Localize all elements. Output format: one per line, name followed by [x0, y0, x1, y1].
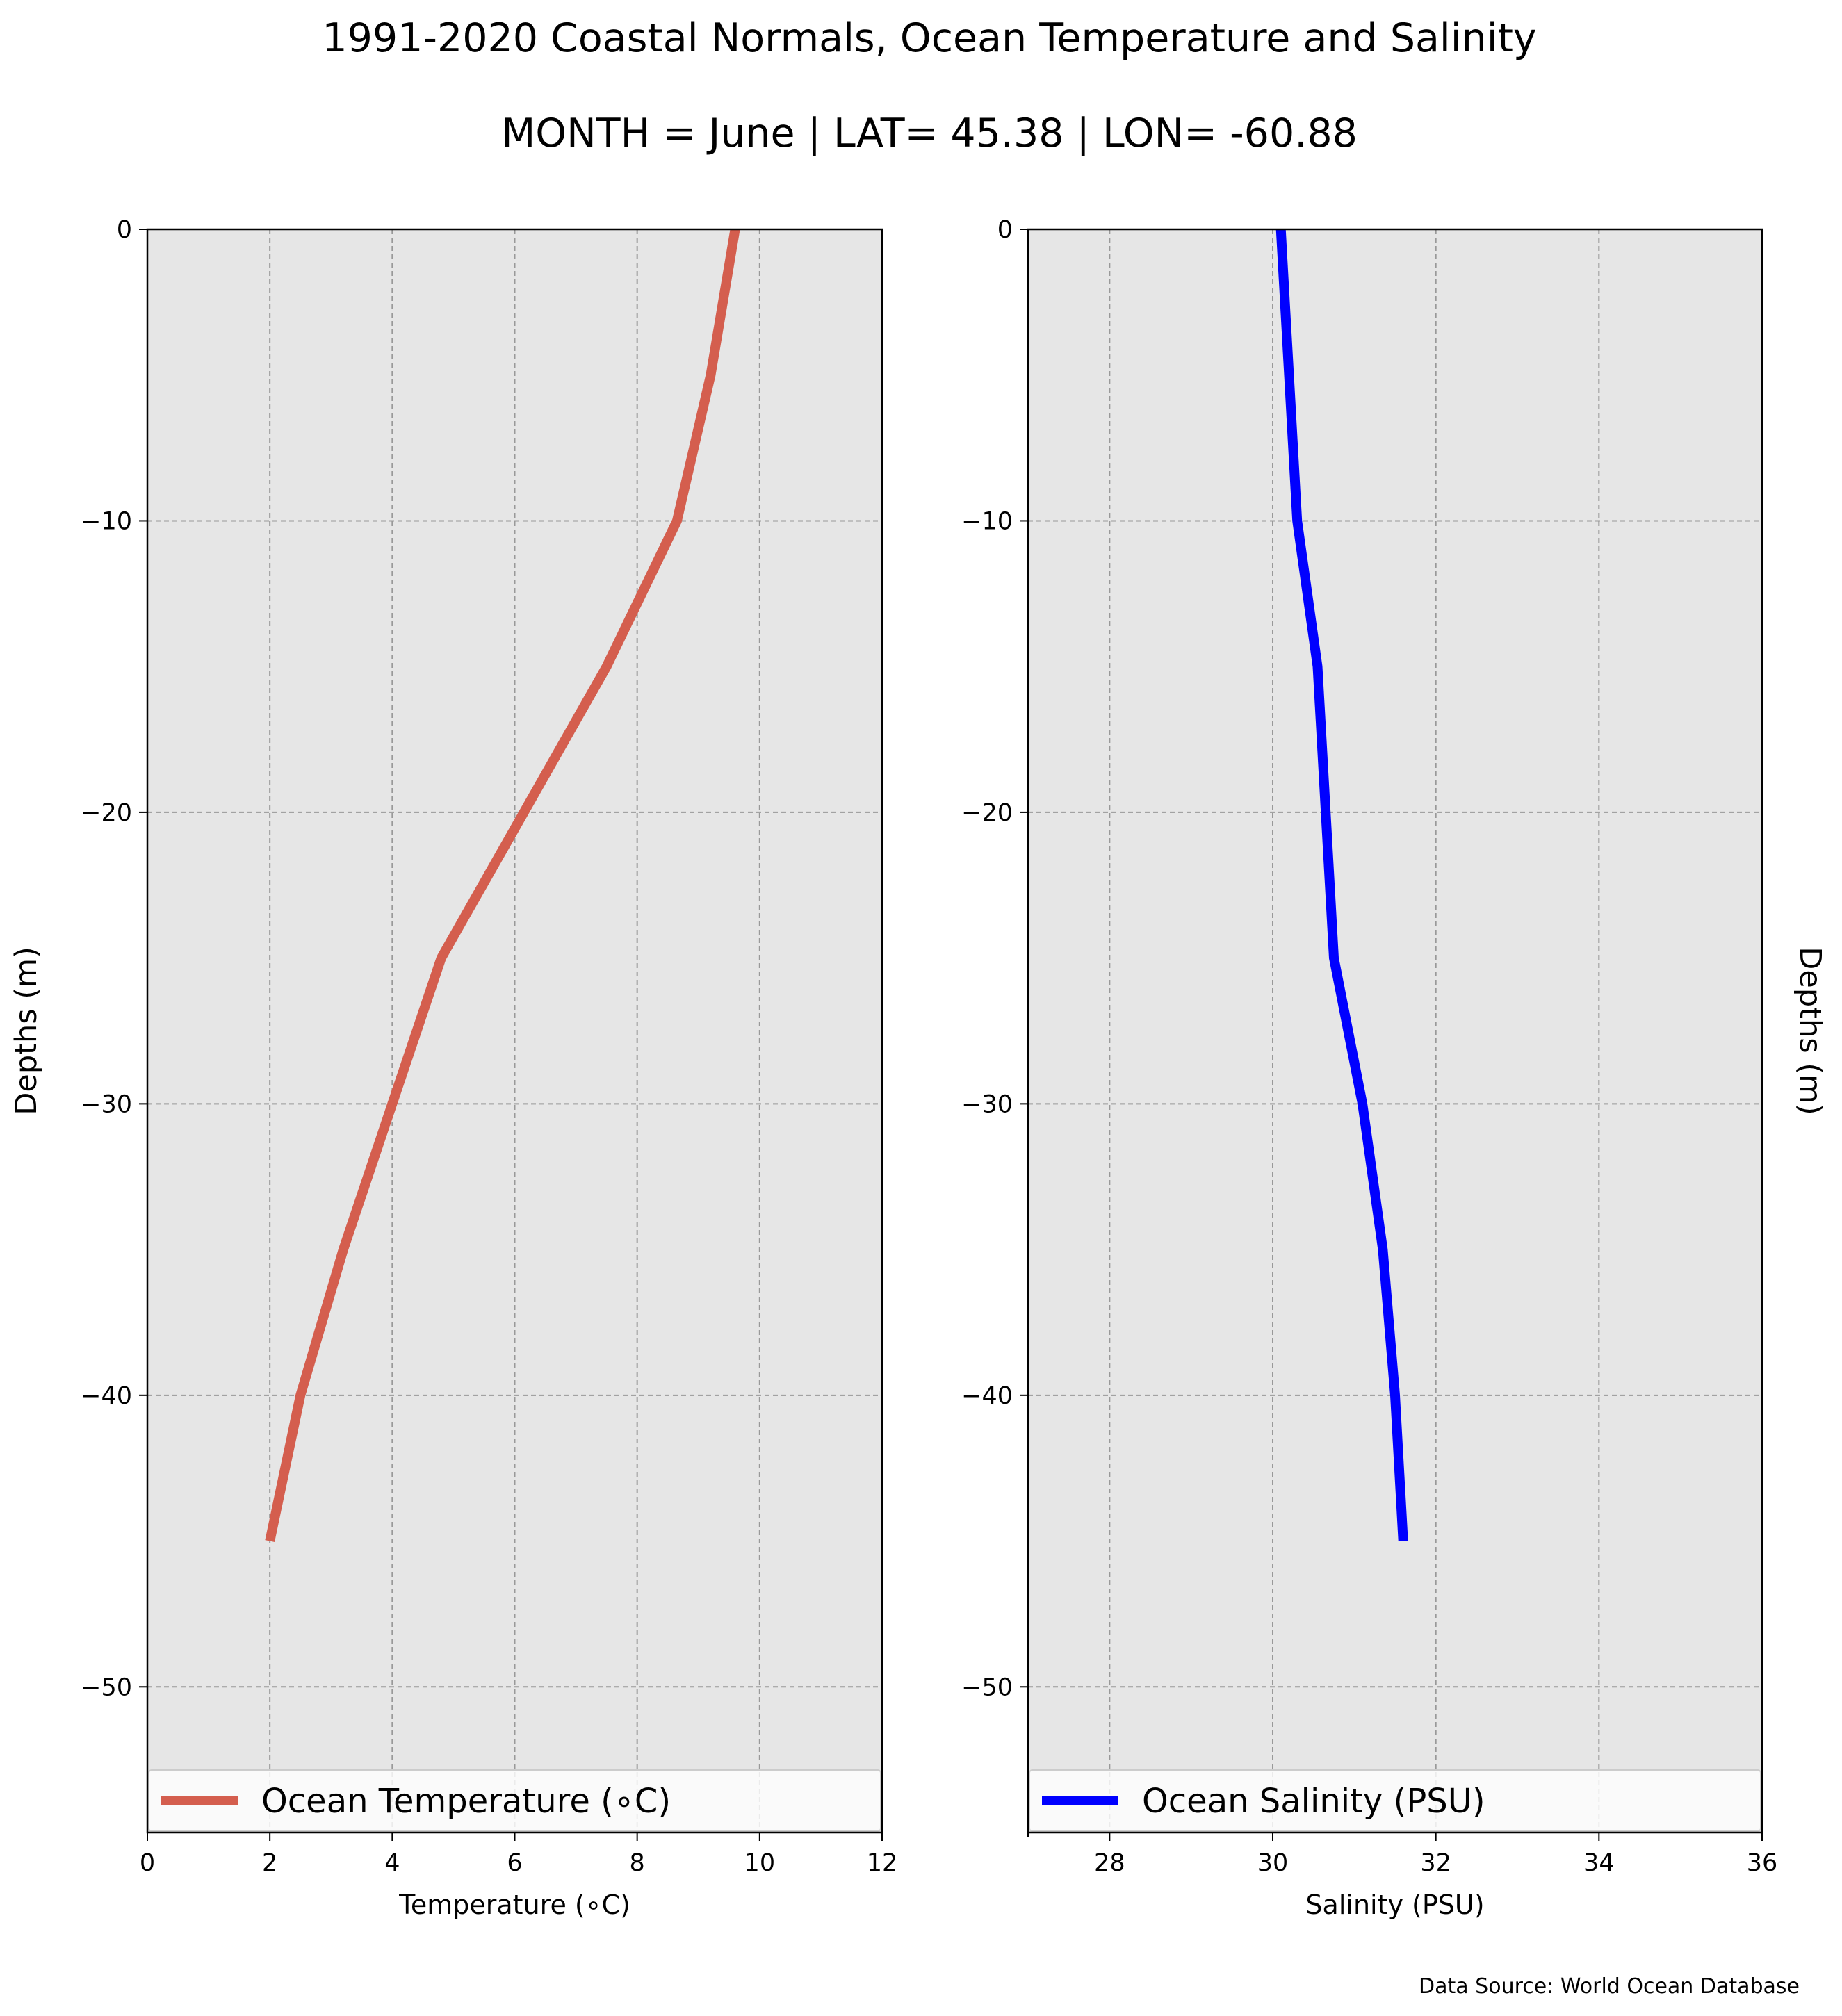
plot-area [1028, 229, 1762, 1833]
y-tick-label: −40 [961, 1382, 1013, 1410]
x-tick-label: 28 [1094, 1849, 1125, 1877]
x-tick-label: 34 [1583, 1849, 1615, 1877]
y-tick-label: −10 [81, 507, 132, 535]
temperature-x-axis-label: Temperature (∘C) [398, 1890, 630, 1920]
x-tick-label: 32 [1420, 1849, 1451, 1877]
temperature-y-axis-label: Depths (m) [9, 946, 44, 1115]
salinity-y-axis-label: Depths (m) [1793, 946, 1827, 1115]
x-tick-label: 4 [384, 1849, 400, 1877]
salinity-panel: Ocean Salinity (PSU) 28 30 32 34 36 0 −10 −20 −30… [961, 216, 1827, 1920]
y-tick-label: −50 [961, 1673, 1013, 1701]
salinity-x-axis-label: Salinity (PSU) [1305, 1890, 1484, 1920]
y-tick-label: 0 [117, 216, 132, 244]
y-tick-label: −30 [81, 1090, 132, 1118]
y-tick-label: −10 [961, 507, 1013, 535]
axes-frame [1027, 228, 1763, 1834]
temperature-panel: Ocean Temperature (∘C) 0 2 4 6 8 10 12 0 −10 −20 −3… [9, 216, 897, 1920]
legend-box [148, 1769, 881, 1832]
x-tick-label: 30 [1257, 1849, 1289, 1877]
y-tick-label: −40 [81, 1382, 132, 1410]
data-source-note: Data Source: World Ocean Database [1419, 1974, 1800, 1999]
legend-label: Ocean Temperature (∘C) [261, 1782, 671, 1821]
figure-subtitle: MONTH = June | LAT= 45.38 | LON= -60.88 [501, 110, 1358, 156]
x-tick-label: 12 [867, 1849, 898, 1877]
legend-box [1029, 1769, 1761, 1832]
salinity-legend: Ocean Salinity (PSU) [1029, 1769, 1761, 1832]
x-tick-label: 2 [262, 1849, 277, 1877]
x-tick-label: 10 [744, 1849, 776, 1877]
salinity-series-line [1275, 229, 1408, 1541]
y-tick-label: −50 [81, 1673, 132, 1701]
x-tick-label: 8 [630, 1849, 645, 1877]
x-tick-label: 6 [507, 1849, 522, 1877]
y-tick-label: −30 [961, 1090, 1013, 1118]
figure-title: 1991-2020 Coastal Normals, Ocean Tempera… [322, 15, 1536, 61]
y-tick-label: 0 [997, 216, 1013, 244]
x-tick-label: 36 [1747, 1849, 1778, 1877]
x-tick-label: 0 [140, 1849, 155, 1877]
y-tick-label: −20 [81, 799, 132, 827]
temperature-legend: Ocean Temperature (∘C) [148, 1769, 881, 1832]
y-tick-label: −20 [961, 799, 1013, 827]
legend-label: Ocean Salinity (PSU) [1142, 1782, 1485, 1821]
